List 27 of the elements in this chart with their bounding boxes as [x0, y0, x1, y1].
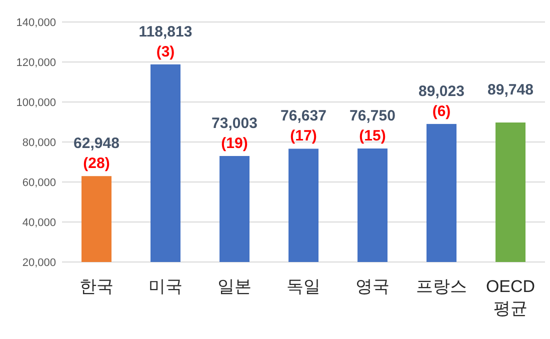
annotation: (15) [359, 128, 386, 144]
y-tick-label: 40,000 [22, 217, 56, 229]
y-tick-label: 140,000 [16, 17, 56, 29]
y-tick-label: 120,000 [16, 57, 56, 69]
annotation: (3) [156, 43, 175, 60]
x-tick-label: 미국 [148, 277, 182, 296]
x-tick-label: OECD 평균 [486, 277, 536, 318]
data-label: 76,637 [280, 108, 326, 125]
x-tick-label: 한국 [80, 277, 114, 296]
y-tick-label: 100,000 [16, 97, 56, 109]
annotation: (6) [432, 102, 451, 120]
annotation: (28) [83, 155, 110, 172]
data-label: 76,750 [350, 108, 396, 124]
y-tick-label: 80,000 [22, 137, 56, 149]
data-label: 89,023 [418, 82, 464, 100]
annotation: (19) [221, 134, 248, 152]
x-tick-label: 프랑스 [416, 277, 467, 296]
x-tick-label: 영국 [356, 277, 390, 296]
y-tick-label: 60,000 [22, 177, 56, 189]
data-label: 73,003 [212, 114, 258, 132]
x-tick-label: 독일 [286, 277, 320, 296]
data-label: 62,948 [74, 135, 120, 152]
data-label: 89,748 [488, 82, 534, 99]
annotation: (17) [290, 128, 317, 145]
y-tick-label: 20,000 [22, 257, 56, 269]
data-label: 118,813 [138, 23, 192, 40]
x-tick-label: 일본 [218, 277, 252, 296]
